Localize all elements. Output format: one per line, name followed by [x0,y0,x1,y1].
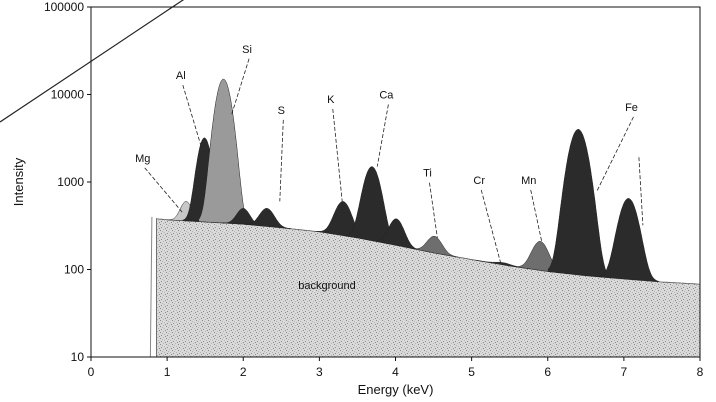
leader-line-al [182,84,202,148]
peak-ti [409,235,459,258]
peak-fe-k- [598,198,659,282]
x-tick-label: 1 [164,365,171,379]
peak-label-ca: Ca [379,90,394,102]
peak-fe [547,129,609,278]
y-tick-label: 100 [64,263,84,277]
x-tick-label: 4 [392,365,399,379]
peak-label-fe: Fe [625,102,638,114]
x-tick-label: 3 [316,365,323,379]
leader-line-mg [144,167,183,213]
leader-line-s [279,119,284,202]
leader-line-mn [530,189,543,242]
scan-artifact-line [0,0,185,123]
leader-line-cr [480,189,501,263]
y-tick-label: 1000 [57,175,84,189]
y-tick-label: 10 [71,350,85,364]
leader-line-ca [376,104,389,167]
background-label: background [298,280,356,292]
x-tick-label: 7 [621,365,628,379]
y-axis-title: Intensity [11,157,26,206]
peak-s [241,208,292,230]
x-tick-label: 6 [544,365,551,379]
y-tick-label: 100000 [44,0,84,14]
peak-label-cr: Cr [473,175,485,187]
peak-label-k: K [327,94,335,106]
leader-line-si [231,58,250,115]
leader-line-ti [429,182,438,238]
y-tick-label: 10000 [51,88,85,102]
detector-cutoff-line [149,216,153,358]
peak-label-ti: Ti [423,168,432,180]
peak-label-al: Al [176,70,186,82]
x-axis-title: Energy (keV) [358,382,434,397]
leader-line-fe-k- [638,157,644,226]
axes: Energy (keV) Intensity 0 1 2 3 4 5 6 7 8 10 100 100… [11,0,704,397]
peak-label-mg: Mg [135,153,150,165]
x-tick-label: 8 [697,365,704,379]
x-tick-label: 5 [468,365,475,379]
x-tick-label: 2 [240,365,247,379]
x-tick-label: 0 [88,365,95,379]
leader-line-k [332,108,343,202]
peak-label-s: S [278,105,285,117]
peak-label-si: Si [242,44,252,56]
plot-area: Mg Al Si S K Ca Ti Cr Mn Fe background [0,0,701,358]
leader-line-fe [596,116,634,191]
peak-label-mn: Mn [521,175,536,187]
